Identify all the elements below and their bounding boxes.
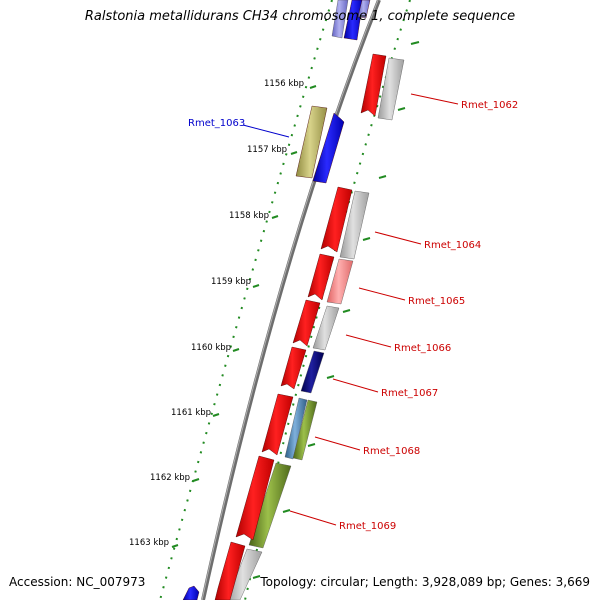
- scale-labels: 1156 kbp 1157 kbp 1158 kbp 1159 kbp 1160…: [129, 79, 304, 548]
- gene-label-rmet-1068: Rmet_1068: [363, 446, 420, 457]
- gene-label-rmet-1064: Rmet_1064: [424, 240, 481, 251]
- gene-label-rmet-1062: Rmet_1062: [461, 100, 518, 111]
- gene-arrow-top-blue: [343, 0, 364, 41]
- cog-bar-1064: [339, 190, 370, 260]
- gene-arrow-1069: [235, 455, 275, 541]
- gene-arrow-bottom-blue: [182, 585, 200, 600]
- gene-label-rmet-1063: Rmet_1063: [188, 118, 245, 129]
- gene-label-rmet-1067: Rmet_1067: [381, 388, 438, 399]
- gene-arrow-1068: [261, 393, 294, 456]
- gene-arrows: [182, 0, 387, 600]
- chromosome-backbone: [201, 0, 381, 600]
- scale-label-1162: 1162 kbp: [150, 473, 190, 483]
- cog-bar-top-lavender: [331, 0, 349, 39]
- gene-arrow-1064: [320, 186, 353, 253]
- scale-label-1161: 1161 kbp: [171, 408, 211, 418]
- scale-ticks: [171, 85, 317, 548]
- gene-arrow-1065: [307, 253, 335, 301]
- cog-track: [226, 0, 405, 600]
- accession-label: Accession: NC_007973: [9, 575, 146, 589]
- gene-arrow-1062: [360, 53, 387, 117]
- scale-label-1163: 1163 kbp: [129, 538, 169, 548]
- gene-label-rmet-1065: Rmet_1065: [408, 296, 465, 307]
- gene-arrow-bottom: [214, 541, 246, 600]
- gene-label-rmet-1069: Rmet_1069: [339, 521, 396, 532]
- gene-arrow-1066: [292, 299, 321, 347]
- cog-bar-1065: [326, 258, 354, 305]
- label-leaders: [242, 93, 459, 526]
- cog-bar-1068a: [284, 397, 308, 460]
- scale-label-1156: 1156 kbp: [264, 79, 304, 89]
- gene-arrow-1067: [280, 346, 307, 390]
- chromosome-backbone-highlight: [201, 0, 379, 600]
- scale-label-1157: 1157 kbp: [247, 145, 287, 155]
- outer-track-ticks: [252, 41, 420, 579]
- gene-label-rmet-1066: Rmet_1066: [394, 343, 451, 354]
- gene-arrow-top-lavender: [357, 0, 371, 19]
- map-title: Ralstonia metallidurans CH34 chromosome …: [84, 9, 516, 24]
- scale-label-1159: 1159 kbp: [211, 277, 251, 287]
- gene-arrow-1063: [312, 112, 345, 184]
- genome-summary: Topology: circular; Length: 3,928,089 bp…: [260, 575, 590, 589]
- cog-bar-1066: [312, 305, 340, 351]
- gene-arrow-1063-khaki: [295, 105, 328, 179]
- gene-labels: Rmet_1062 Rmet_1063 Rmet_1064 Rmet_1065 …: [188, 100, 518, 532]
- scale-label-1158: 1158 kbp: [229, 211, 269, 221]
- cog-bar-1068b: [292, 399, 318, 461]
- scale-label-1160: 1160 kbp: [191, 343, 231, 353]
- cog-bar-1067: [300, 350, 325, 394]
- cog-bar-1062: [377, 57, 405, 121]
